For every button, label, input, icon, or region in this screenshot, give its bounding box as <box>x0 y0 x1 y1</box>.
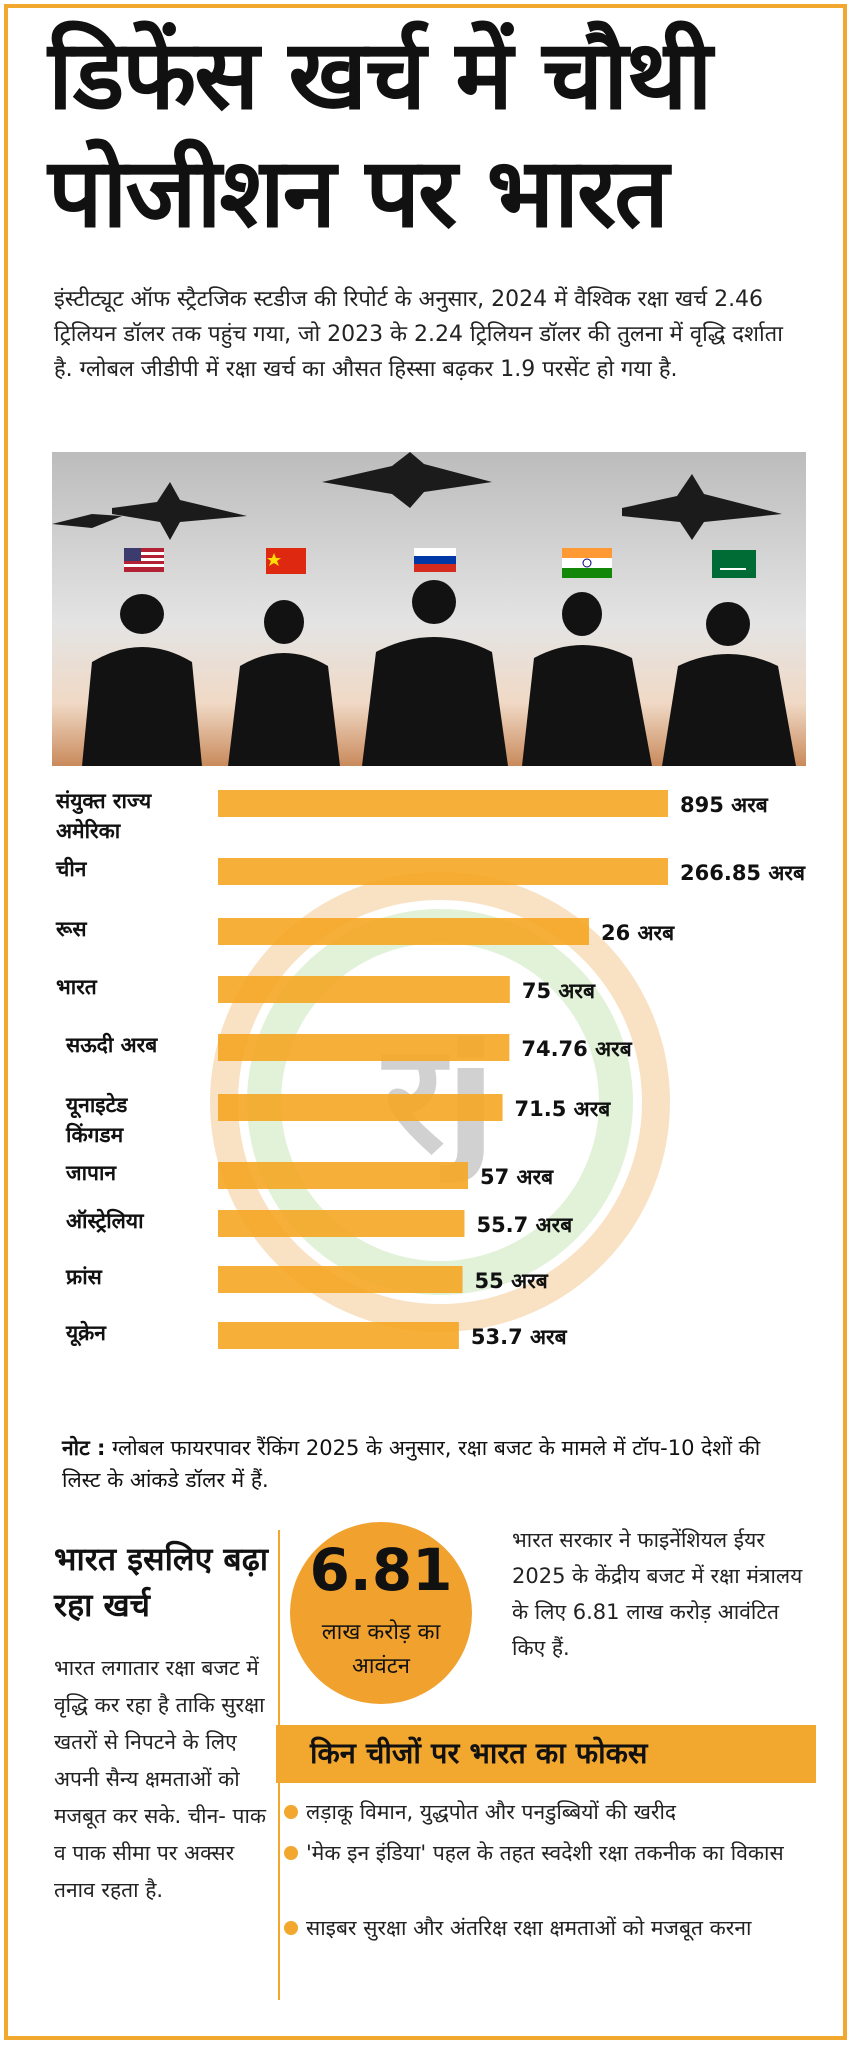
focus-item: लड़ाकू विमान, युद्धपोत और पनडुब्बियों की… <box>284 1794 806 1830</box>
focus-heading-bar: किन चीजों पर भारत का फोकस <box>276 1725 816 1783</box>
infographic-frame <box>4 4 847 2040</box>
bar <box>218 1322 459 1349</box>
bar <box>218 918 589 945</box>
china-flag-icon <box>266 548 306 574</box>
category-label: सऊदी अरब <box>65 1032 158 1057</box>
chart-note: नोट : ग्लोबल फायरपावर रैंकिंग 2025 के अन… <box>62 1432 802 1496</box>
fighter-jet-icon <box>622 474 782 540</box>
category-label: अमेरिका <box>56 818 122 843</box>
saudi-flag-icon <box>712 550 756 578</box>
value-label: 57 अरब <box>480 1165 554 1189</box>
russia-flag-icon <box>414 548 456 572</box>
bullet-icon <box>284 1805 298 1819</box>
category-label: फ्रांस <box>65 1265 103 1289</box>
value-label: 75 अरब <box>522 979 596 1003</box>
left-box-heading: भारत इसलिए बढ़ा रहा खर्च <box>54 1540 268 1624</box>
bar <box>218 1210 465 1237</box>
allocation-badge: 6.81 लाख करोड़ का आवंटन <box>290 1522 472 1704</box>
value-label: 53.7 अरब <box>471 1325 568 1349</box>
category-label: यूक्रेन <box>65 1320 107 1347</box>
soldier-silhouette-icon <box>82 580 796 766</box>
value-label: 55 अरब <box>475 1269 549 1293</box>
military-photo <box>52 452 806 766</box>
budget-paragraph: भारत सरकार ने फाइनेंशियल ईयर 2025 के कें… <box>512 1528 803 1660</box>
note-label: नोट : <box>62 1436 106 1460</box>
value-label: 71.5 अरब <box>515 1097 612 1121</box>
category-label: जापान <box>65 1161 117 1185</box>
headline-line-1: डिफेंस खर्च में चौथी <box>48 19 712 131</box>
bullet-icon <box>284 1846 298 1860</box>
category-label: यूनाइटेड <box>65 1092 128 1119</box>
bar <box>218 976 510 1003</box>
category-label: किंगडम <box>65 1122 125 1147</box>
us-flag-icon <box>124 548 164 572</box>
allocation-label: लाख करोड़ का आवंटन <box>321 1620 441 1679</box>
value-label: 895 अरब <box>680 793 769 817</box>
value-label: 26 अरब <box>601 921 675 945</box>
bar <box>218 858 668 885</box>
fighter-jet-icon <box>322 452 492 508</box>
focus-item-text: 'मेक इन इंडिया' पहल के तहत स्वदेशी रक्षा… <box>306 1841 784 1865</box>
value-label: 55.7 अरब <box>476 1213 573 1237</box>
focus-item-text: साइबर सुरक्षा और अंतरिक्ष रक्षा क्षमताओं… <box>306 1916 752 1940</box>
bar <box>218 790 668 817</box>
bullet-icon <box>284 1921 298 1935</box>
focus-item: साइबर सुरक्षा और अंतरिक्ष रक्षा क्षमताओं… <box>284 1910 806 1946</box>
india-flag-icon <box>562 548 612 578</box>
bar <box>218 1162 468 1189</box>
left-box-text: भारत लगातार रक्षा बजट में वृद्धि कर रहा … <box>54 1656 267 1902</box>
category-label: भारत <box>56 975 98 999</box>
focus-heading: किन चीजों पर भारत का फोकस <box>310 1736 648 1770</box>
fighter-jet-icon <box>52 482 247 540</box>
allocation-number: 6.81 <box>309 1536 453 1604</box>
value-label: 74.76 अरब <box>521 1037 632 1061</box>
note-text: ग्लोबल फायरपावर रैंकिंग 2025 के अनुसार, … <box>62 1436 761 1492</box>
category-label: संयुक्त राज्य <box>55 789 152 815</box>
value-label: 266.85 अरब <box>680 861 806 885</box>
bar <box>218 1094 503 1121</box>
category-label: ऑस्ट्रेलिया <box>66 1208 145 1233</box>
bar <box>218 1034 510 1061</box>
focus-item: 'मेक इन इंडिया' पहल के तहत स्वदेशी रक्षा… <box>284 1835 806 1871</box>
intro-paragraph: इंस्टीट्यूट ऑफ स्ट्रैटजिक स्टडीज की रिपो… <box>54 287 783 382</box>
category-label: चीन <box>55 856 88 881</box>
bar <box>218 1266 463 1293</box>
headline-line-2: पोजीशन पर भारत <box>48 137 669 249</box>
focus-item-text: लड़ाकू विमान, युद्धपोत और पनडुब्बियों की… <box>306 1800 677 1824</box>
category-label: रूस <box>55 917 87 941</box>
